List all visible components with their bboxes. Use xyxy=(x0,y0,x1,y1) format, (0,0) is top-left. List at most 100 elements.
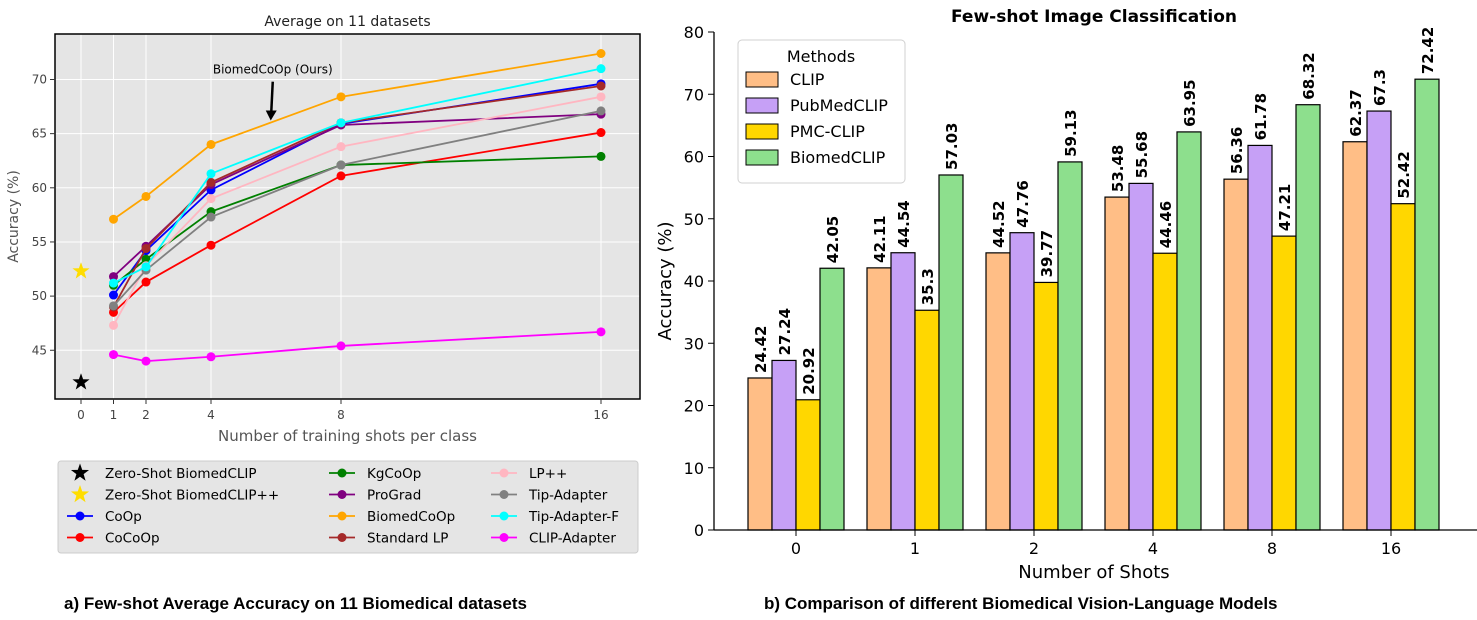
line-chart-legend: Zero-Shot BiomedCLIP Zero-Shot BiomedCLIP… xyxy=(57,460,639,554)
bar xyxy=(819,267,845,531)
legend-label: Tip-Adapter xyxy=(528,488,608,504)
y-tick-label: 70 xyxy=(32,72,47,86)
data-point xyxy=(596,106,606,116)
line-chart-xlabel: Number of training shots per class xyxy=(218,427,477,445)
series-pubmedclip: 27.24 44.54 47.76 55.68 61.78 67.3 xyxy=(771,69,1392,531)
y-tick-label: 50 xyxy=(684,210,704,229)
legend-label: BiomedCLIP xyxy=(790,148,886,167)
bar-value-label: 57.03 xyxy=(943,123,961,170)
bar xyxy=(985,252,1011,531)
bar xyxy=(866,267,892,531)
data-point xyxy=(109,350,118,360)
legend-entry: CoCoOp xyxy=(67,531,160,547)
bar-value-label: 44.54 xyxy=(895,200,913,247)
bar xyxy=(890,252,916,531)
bar-value-label: 42.11 xyxy=(871,215,889,262)
line-chart-ylabel: Accuracy (%) xyxy=(6,170,22,263)
legend-label: Standard LP xyxy=(367,531,448,547)
y-tick-label: 50 xyxy=(32,289,47,303)
data-point xyxy=(206,240,216,250)
bar-value-label: 63.95 xyxy=(1181,79,1199,126)
y-tick-label: 80 xyxy=(684,23,704,42)
x-tick-label: 1 xyxy=(110,408,118,422)
legend-swatch xyxy=(745,71,779,88)
data-point xyxy=(109,290,118,300)
legend-entry: CoOp xyxy=(67,509,142,525)
bar xyxy=(1176,131,1202,531)
bar xyxy=(747,377,773,531)
bar-value-label: 53.48 xyxy=(1109,145,1127,192)
legend-star-marker xyxy=(70,485,90,503)
data-point xyxy=(109,320,118,330)
y-tick-label: 0 xyxy=(694,521,704,540)
legend-entry: Zero-Shot BiomedCLIP++ xyxy=(70,485,279,504)
y-tick-label: 10 xyxy=(684,459,704,478)
bar-value-label: 68.32 xyxy=(1300,52,1318,99)
data-point xyxy=(206,169,216,179)
bar xyxy=(1342,141,1368,531)
data-point xyxy=(596,92,606,102)
legend-entry: KgCoOp xyxy=(329,466,421,482)
bar-value-label: 61.78 xyxy=(1252,93,1270,140)
bar xyxy=(1414,78,1440,531)
bar xyxy=(795,399,821,531)
x-tick-label: 4 xyxy=(207,408,215,422)
legend-label: Tip-Adapter-F xyxy=(528,509,619,525)
legend-label: Zero-Shot BiomedCLIP++ xyxy=(105,488,279,504)
line-chart-title: Average on 11 datasets xyxy=(264,14,430,30)
bar-value-label: 27.24 xyxy=(776,308,794,355)
bar xyxy=(938,174,964,531)
x-tick-label: 1 xyxy=(910,539,920,558)
data-point xyxy=(336,142,346,152)
legend-entry: Tip-Adapter-F xyxy=(491,509,619,525)
data-point xyxy=(141,191,151,201)
bar-value-label: 56.36 xyxy=(1228,127,1246,174)
data-point xyxy=(336,92,346,102)
y-tick-label: 65 xyxy=(32,127,47,141)
annotation-text: BiomedCoOp (Ours) xyxy=(213,63,333,77)
bar xyxy=(1295,104,1321,531)
legend-dot-marker xyxy=(337,468,347,478)
plot-frame xyxy=(54,33,641,400)
star-point xyxy=(72,262,90,279)
x-tick-label: 16 xyxy=(593,408,608,422)
bar-value-label: 20.92 xyxy=(800,347,818,394)
bar xyxy=(1271,235,1297,531)
legend-entry: BiomedCoOp xyxy=(329,509,455,525)
legend-entry: Tip-Adapter xyxy=(491,488,608,504)
data-point xyxy=(596,64,606,74)
legend-label: CoCoOp xyxy=(105,531,160,547)
bar xyxy=(771,359,797,531)
legend-label: PMC-CLIP xyxy=(790,122,865,141)
legend-entry: LP++ xyxy=(491,466,567,482)
data-point xyxy=(336,160,346,170)
x-tick-label: 8 xyxy=(337,408,345,422)
data-point xyxy=(109,301,118,311)
bar-value-label: 59.13 xyxy=(1062,109,1080,156)
series-biomedclip: 42.05 57.03 59.13 63.95 68.32 72.42 xyxy=(819,27,1440,531)
bar xyxy=(1009,232,1035,531)
bar xyxy=(1057,161,1083,531)
legend-entry: Standard LP xyxy=(329,531,448,547)
bar-value-label: 62.37 xyxy=(1347,89,1365,136)
data-point xyxy=(109,278,118,288)
data-point xyxy=(206,139,216,149)
y-tick-label: 20 xyxy=(684,397,704,416)
line-chart: 0 1 2 4 8 16 45 50 55 60 65 70 Average on 11 dataset… xyxy=(6,14,641,445)
series-tip-adapter-f xyxy=(109,64,606,288)
x-tick-label: 4 xyxy=(1148,539,1158,558)
legend-star-marker xyxy=(70,463,90,481)
bar-chart-legend: Methods CLIP PubMedCLIP PMC-CLIP BiomedCLIP xyxy=(737,39,906,184)
data-point xyxy=(596,327,606,337)
caption-left: a) Few-shot Average Accuracy on 11 Biome… xyxy=(64,594,527,613)
bar-value-label: 47.76 xyxy=(1014,180,1032,227)
annotation-arrow-shaft xyxy=(270,81,274,113)
y-tick-label: 30 xyxy=(684,334,704,353)
legend-label: KgCoOp xyxy=(367,466,421,482)
legend-label: CLIP xyxy=(790,70,825,89)
bar-value-label: 39.77 xyxy=(1038,230,1056,277)
bar xyxy=(1390,203,1416,531)
legend-box xyxy=(737,39,906,184)
legend-dot-marker xyxy=(75,511,85,521)
